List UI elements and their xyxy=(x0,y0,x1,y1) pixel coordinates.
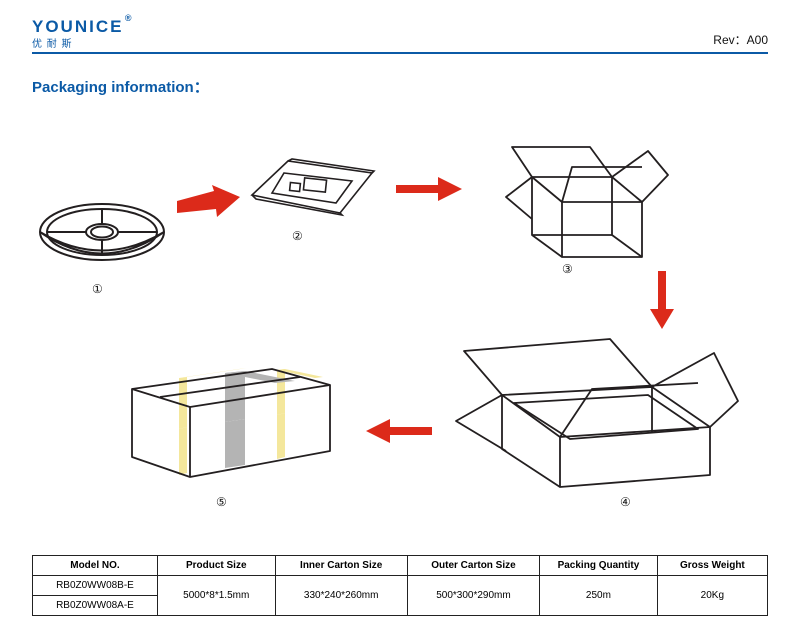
step-4-label: ④ xyxy=(620,495,631,509)
arrow-icon xyxy=(360,415,436,447)
step-5-label: ⑤ xyxy=(216,495,227,509)
col-header: Model NO. xyxy=(33,556,158,576)
packaging-diagram: ① ② xyxy=(32,107,768,507)
step-3-label: ③ xyxy=(562,262,573,276)
arrow-icon xyxy=(392,173,464,205)
cell-model: RB0Z0WW08B-E xyxy=(33,576,158,596)
small-box-icon xyxy=(472,107,672,277)
logo-main-text: YOUNICE ® xyxy=(32,17,123,37)
col-header: Packing Quantity xyxy=(540,556,658,576)
rev-label: Rev： xyxy=(713,33,746,47)
large-box-icon xyxy=(442,317,742,502)
rev-value: A00 xyxy=(747,33,768,47)
revision-label: Rev：A00 xyxy=(713,31,768,48)
arrow-icon xyxy=(172,183,242,223)
cell-packing-qty: 250m xyxy=(540,576,658,616)
col-header: Product Size xyxy=(157,556,275,576)
brand-logo: YOUNICE ® 优 耐 斯 xyxy=(32,17,123,50)
section-title: Packaging information： xyxy=(32,76,768,97)
logo-sub-text: 优 耐 斯 xyxy=(32,35,73,50)
logo-text: YOUNICE xyxy=(32,17,123,36)
cell-product-size: 5000*8*1.5mm xyxy=(157,576,275,616)
reel-icon xyxy=(32,197,172,267)
bag-icon xyxy=(242,153,382,223)
col-header: Gross Weight xyxy=(657,556,767,576)
cell-gross-weight: 20Kg xyxy=(657,576,767,616)
step-1-label: ① xyxy=(92,282,103,296)
cell-model: RB0Z0WW08A-E xyxy=(33,596,158,616)
registered-icon: ® xyxy=(125,13,134,23)
spec-table-wrap: Model NO. Product Size Inner Carton Size… xyxy=(32,555,768,616)
cell-outer-carton: 500*300*290mm xyxy=(407,576,539,616)
col-header: Outer Carton Size xyxy=(407,556,539,576)
step-2-label: ② xyxy=(292,229,303,243)
closed-box-icon xyxy=(120,367,340,497)
col-header: Inner Carton Size xyxy=(275,556,407,576)
spec-table: Model NO. Product Size Inner Carton Size… xyxy=(32,555,768,616)
header: YOUNICE ® 优 耐 斯 Rev：A00 xyxy=(32,10,768,54)
table-row: RB0Z0WW08B-E 5000*8*1.5mm 330*240*260mm … xyxy=(33,576,768,596)
cell-inner-carton: 330*240*260mm xyxy=(275,576,407,616)
table-header-row: Model NO. Product Size Inner Carton Size… xyxy=(33,556,768,576)
